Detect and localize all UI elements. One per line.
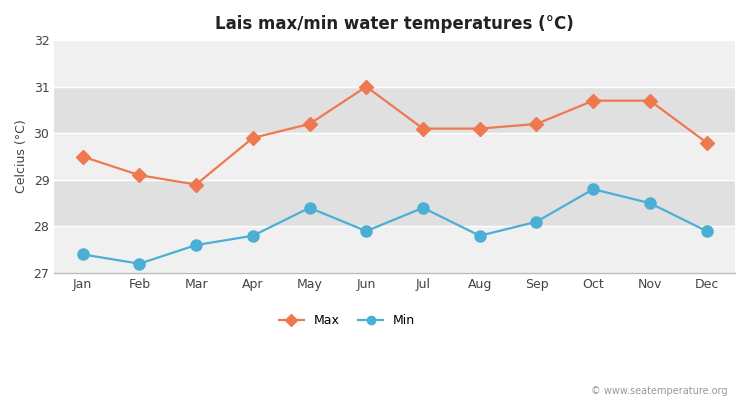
Y-axis label: Celcius (°C): Celcius (°C) [15,120,28,194]
Bar [54,87,735,133]
Bar [54,133,735,180]
Bar [54,226,735,273]
Text: © www.seatemperature.org: © www.seatemperature.org [591,386,728,396]
Title: Lais max/min water temperatures (°C): Lais max/min water temperatures (°C) [215,15,574,33]
Bar [54,180,735,226]
Bar [54,40,735,87]
Legend: Max, Min: Max, Min [274,309,420,332]
